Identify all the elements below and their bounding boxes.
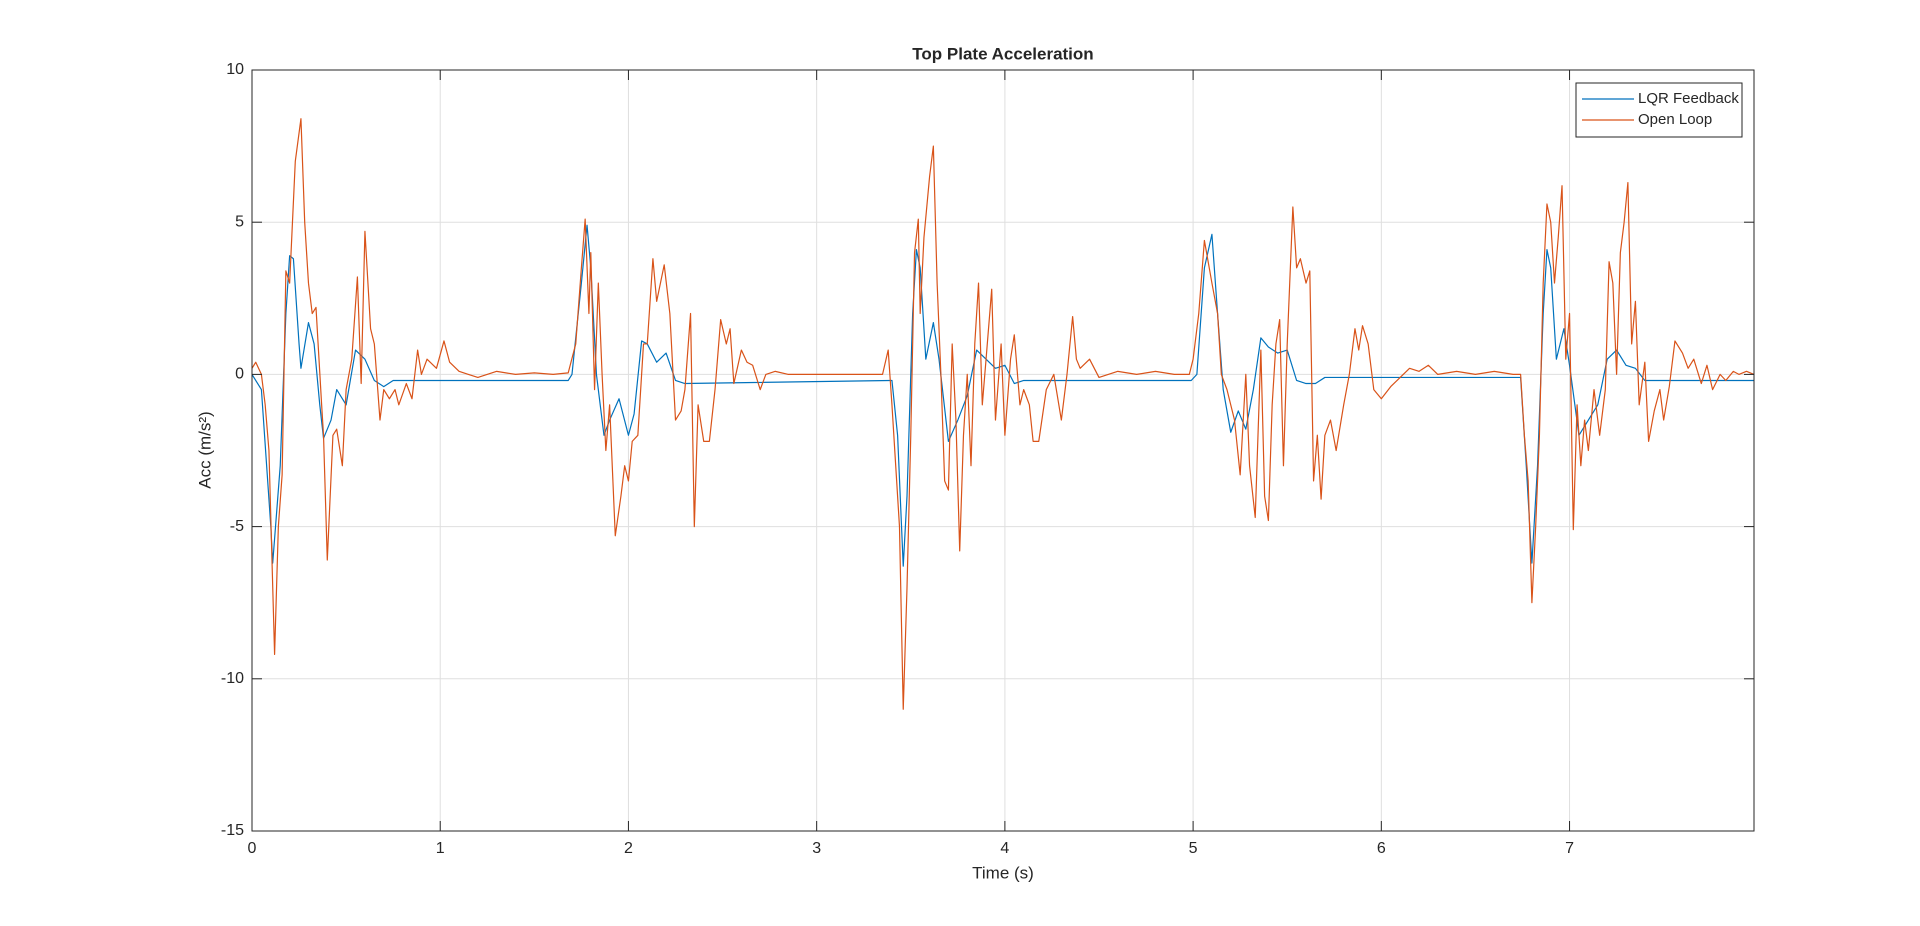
x-tick-label: 1 (436, 840, 445, 857)
x-tick-label: 7 (1565, 840, 1574, 857)
chart-title: Top Plate Acceleration (912, 44, 1093, 63)
x-tick-label: 4 (1000, 840, 1009, 857)
y-tick-label: 5 (235, 213, 244, 230)
axes-box (251, 69, 1755, 832)
y-tick-label: -10 (221, 670, 244, 687)
series-line (251, 224, 1754, 567)
legend: LQR Feedback Open Loop (1575, 82, 1743, 138)
y-axis-label: Acc (m/s²) (195, 411, 214, 488)
legend-box (1575, 82, 1743, 138)
legend-label: LQR Feedback (1638, 90, 1739, 107)
ticks: 0 1 2 3 4 5 6 7 -15 -10 -5 0 5 10 (221, 61, 1754, 857)
x-tick-label: 2 (624, 840, 633, 857)
x-tick-label: 3 (812, 840, 821, 857)
lines (251, 118, 1755, 710)
y-tick-label: 0 (235, 366, 244, 383)
x-axis-label: Time (s) (972, 863, 1034, 882)
y-tick-label: 10 (226, 61, 244, 78)
y-tick-label: -5 (230, 518, 244, 535)
plot-area (252, 70, 1754, 831)
series-line (251, 118, 1755, 710)
x-tick-label: 6 (1377, 840, 1386, 857)
x-tick-label: 0 (248, 840, 257, 857)
x-tick-label: 5 (1189, 840, 1198, 857)
y-tick-label: -15 (221, 822, 244, 839)
legend-label: Open Loop (1638, 111, 1712, 128)
